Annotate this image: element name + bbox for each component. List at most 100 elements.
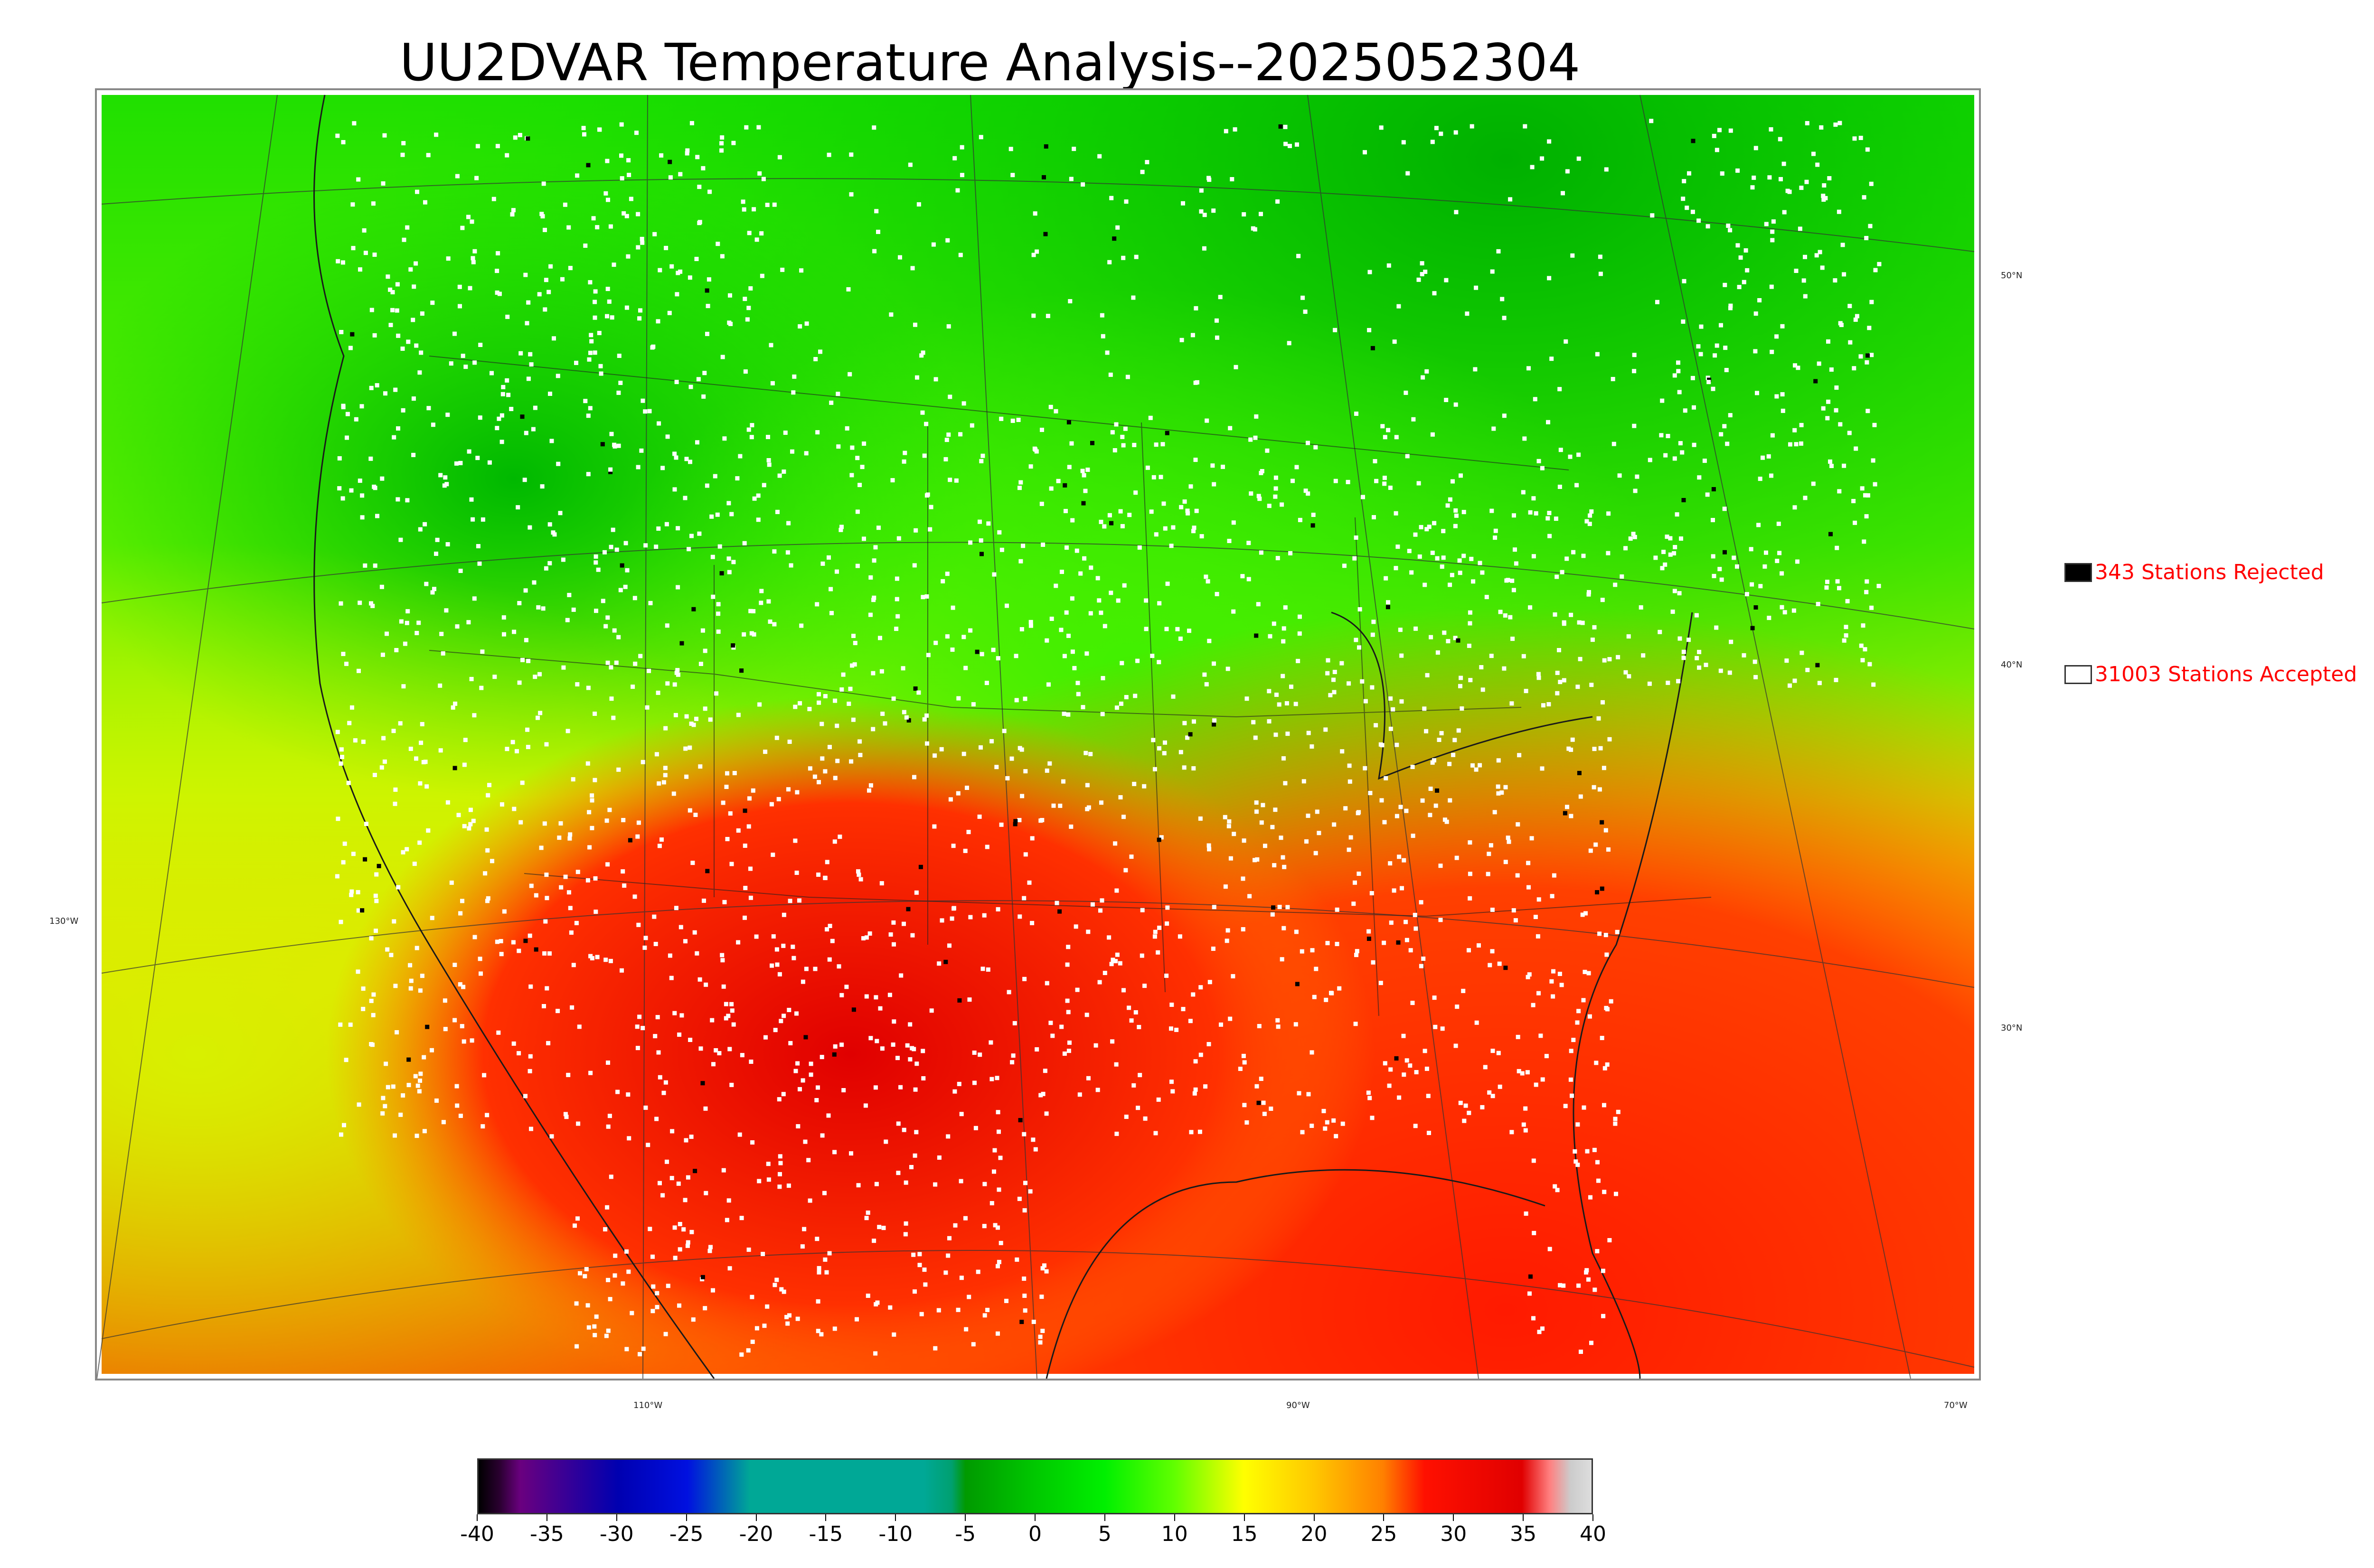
accepted-station <box>356 969 360 974</box>
accepted-station <box>412 284 416 289</box>
accepted-station <box>959 1112 964 1117</box>
accepted-station <box>862 441 867 446</box>
rejected-station <box>700 1275 705 1279</box>
accepted-station <box>1595 352 1600 357</box>
accepted-station <box>832 1326 837 1331</box>
accepted-station <box>855 509 860 514</box>
accepted-station <box>624 1249 629 1254</box>
accepted-station <box>1430 551 1435 555</box>
accepted-station <box>1090 902 1095 907</box>
accepted-station <box>1611 377 1615 381</box>
accepted-station <box>729 1082 734 1087</box>
accepted-station <box>1123 426 1128 431</box>
accepted-station <box>1607 737 1612 742</box>
accepted-station <box>588 1070 593 1075</box>
accepted-station <box>1040 1266 1045 1271</box>
accepted-station <box>526 658 531 663</box>
rejected-station <box>1600 886 1604 891</box>
accepted-station <box>1570 737 1575 742</box>
accepted-station <box>1387 1083 1392 1088</box>
accepted-station <box>1478 763 1482 768</box>
accepted-station <box>645 705 650 710</box>
accepted-station <box>612 1273 617 1278</box>
accepted-station <box>419 741 424 745</box>
accepted-station <box>1678 441 1683 446</box>
accepted-station <box>520 780 525 785</box>
accepted-station <box>703 706 707 711</box>
accepted-station <box>1086 1076 1091 1080</box>
accepted-station <box>731 560 736 564</box>
accepted-station <box>1225 928 1230 933</box>
accepted-station <box>412 862 417 866</box>
accepted-station <box>1549 979 1554 984</box>
accepted-station <box>1578 657 1583 661</box>
accepted-station <box>416 620 421 625</box>
accepted-station <box>1120 524 1125 528</box>
accepted-station <box>721 800 725 805</box>
accepted-station <box>469 676 474 681</box>
accepted-station <box>471 260 476 264</box>
accepted-station <box>963 1216 968 1221</box>
accepted-station <box>1154 532 1159 537</box>
accepted-station <box>1509 701 1514 706</box>
accepted-station <box>351 852 356 856</box>
accepted-station <box>1419 964 1423 968</box>
accepted-station <box>1100 712 1105 716</box>
accepted-station <box>556 1009 560 1014</box>
accepted-station <box>1453 508 1458 513</box>
accepted-station <box>512 629 517 634</box>
accepted-station <box>456 813 461 817</box>
accepted-station <box>921 1076 926 1080</box>
accepted-station <box>431 423 435 427</box>
accepted-station <box>1867 662 1872 667</box>
accepted-station <box>1592 785 1596 789</box>
accepted-station <box>997 1259 1001 1264</box>
accepted-station <box>1400 886 1404 891</box>
accepted-station <box>781 1092 786 1097</box>
accepted-station <box>1198 1052 1203 1057</box>
accepted-station <box>739 1216 744 1221</box>
accepted-station <box>1370 1116 1375 1120</box>
accepted-station <box>458 911 463 916</box>
accepted-station <box>1121 443 1126 448</box>
accepted-station <box>606 197 610 202</box>
accepted-station <box>1530 165 1535 169</box>
accepted-station <box>1423 270 1428 274</box>
accepted-station <box>1861 623 1865 628</box>
accepted-station <box>1002 729 1007 733</box>
accepted-station <box>544 873 549 877</box>
accepted-station <box>1204 682 1209 686</box>
accepted-station <box>1764 222 1769 226</box>
accepted-station <box>1072 666 1077 670</box>
accepted-station <box>1102 524 1107 529</box>
lat-label-30: 30°N <box>2001 1023 2023 1033</box>
accepted-station <box>997 530 1002 535</box>
accepted-station <box>1547 276 1552 281</box>
accepted-station <box>339 1132 343 1137</box>
accepted-station <box>1420 272 1424 276</box>
accepted-station <box>1169 544 1174 548</box>
accepted-station <box>455 624 460 629</box>
accepted-station <box>548 264 553 269</box>
accepted-station <box>678 269 683 274</box>
accepted-station <box>1860 658 1865 663</box>
accepted-station <box>820 1055 824 1060</box>
accepted-station <box>1852 136 1857 141</box>
accepted-station <box>1647 681 1652 686</box>
accepted-station <box>360 493 365 498</box>
accepted-station <box>1382 476 1387 480</box>
accepted-station <box>1569 747 1573 752</box>
accepted-station <box>1255 857 1260 862</box>
accepted-station <box>799 623 804 628</box>
accepted-station <box>1650 213 1655 218</box>
accepted-station <box>1056 479 1061 483</box>
accepted-station <box>1084 1013 1089 1017</box>
accepted-station <box>703 1106 708 1111</box>
accepted-station <box>636 245 641 250</box>
accepted-station <box>1046 682 1051 687</box>
accepted-station <box>1107 260 1112 264</box>
accepted-station <box>596 567 601 572</box>
accepted-station <box>826 1113 831 1118</box>
accepted-station <box>695 155 700 160</box>
accepted-station <box>872 125 876 130</box>
